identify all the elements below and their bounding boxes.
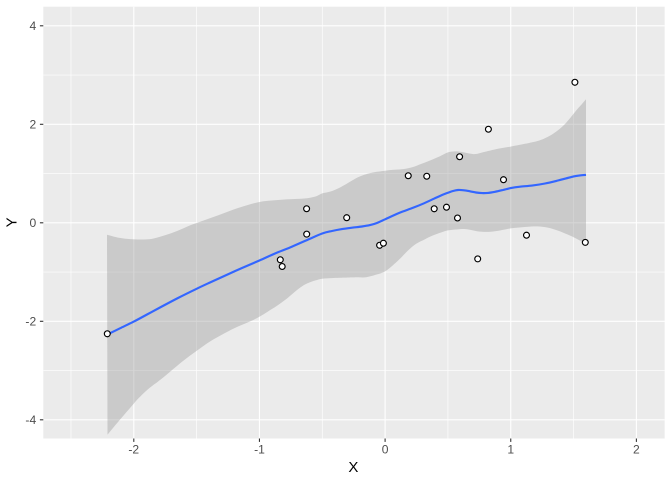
- svg-text:2: 2: [633, 442, 640, 456]
- svg-text:1: 1: [507, 442, 514, 456]
- svg-text:-2: -2: [25, 314, 36, 328]
- svg-text:X: X: [348, 459, 358, 476]
- svg-text:Y: Y: [4, 217, 21, 227]
- svg-text:-1: -1: [254, 442, 265, 456]
- svg-text:0: 0: [382, 442, 389, 456]
- svg-text:4: 4: [29, 19, 36, 33]
- svg-text:2: 2: [29, 117, 36, 131]
- svg-text:0: 0: [29, 216, 36, 230]
- svg-text:-4: -4: [25, 413, 36, 427]
- svg-text:-2: -2: [128, 442, 139, 456]
